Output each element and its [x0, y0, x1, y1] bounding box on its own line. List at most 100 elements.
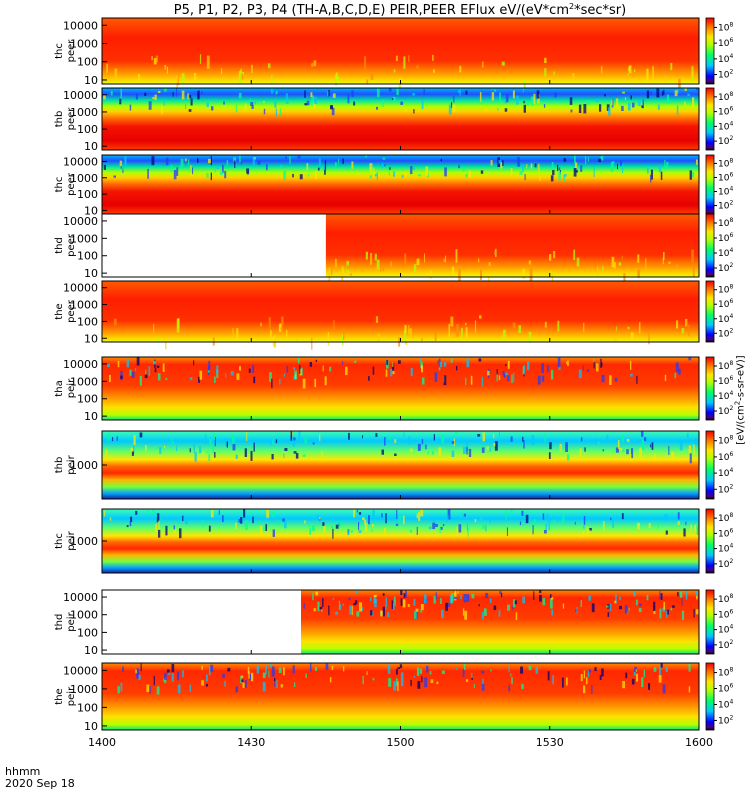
spectrogram-texture — [119, 160, 123, 167]
colorbar-tick-label: 106 — [718, 106, 733, 118]
panel-product-label: peer — [66, 233, 77, 257]
spectrogram-texture — [685, 521, 687, 526]
spectrogram-texture — [696, 88, 698, 91]
spectrogram-texture — [558, 171, 561, 181]
spectrogram-texture — [154, 367, 157, 373]
spectrogram-texture — [456, 667, 458, 670]
panel-probe-label: thd — [54, 614, 65, 631]
spectrogram-texture — [600, 156, 602, 159]
spectrogram-texture — [158, 520, 160, 530]
spectrogram-texture — [298, 431, 301, 439]
panel-probe-label: thc — [54, 43, 65, 59]
spectrogram-texture — [329, 366, 332, 372]
colorbar-tick-label: 102 — [718, 405, 733, 417]
spectrogram-texture — [518, 325, 521, 333]
spectrogram-texture — [413, 264, 417, 273]
spectrogram-texture — [244, 448, 247, 457]
colorbar-tick-label: 106 — [718, 375, 733, 387]
spectrogram-texture — [370, 529, 373, 532]
spectrogram-texture — [232, 444, 236, 451]
spectrogram-texture — [332, 93, 336, 98]
spectrogram-texture — [319, 434, 321, 442]
spectrogram-texture — [168, 672, 171, 675]
spectrogram-texture — [220, 171, 223, 175]
spectrogram-texture — [670, 607, 673, 611]
colorbar-tick-label: 102 — [718, 714, 733, 726]
spectrogram-texture — [463, 513, 466, 517]
spectrogram-texture — [279, 108, 282, 116]
spectrogram-texture — [582, 531, 585, 538]
y-tick-label: 1000 — [70, 299, 98, 312]
spectrogram-texture — [275, 91, 278, 95]
spectrogram-texture — [314, 378, 317, 388]
spectrogram-texture — [493, 433, 495, 439]
spectrogram-texture — [364, 56, 367, 70]
colorbar-tick-label: 106 — [718, 298, 733, 310]
spectrogram-texture — [458, 268, 461, 282]
spectrogram-texture — [324, 169, 326, 175]
spectrogram-texture — [624, 97, 627, 100]
spectrogram-texture — [677, 512, 680, 520]
spectrogram-texture — [114, 68, 118, 81]
colorbar-tick-label: 104 — [718, 390, 733, 402]
spectrogram-texture — [533, 519, 537, 525]
spectrogram-texture — [417, 680, 421, 689]
spectrogram-texture — [413, 167, 415, 170]
spectrogram-texture — [617, 163, 618, 169]
spectrogram-texture — [253, 376, 256, 384]
spectrogram-texture — [544, 433, 546, 442]
spectrogram-texture — [649, 91, 652, 96]
colorbar-tick-label: 108 — [718, 593, 733, 605]
spectrogram-texture — [293, 367, 296, 370]
spectrogram-texture — [500, 162, 503, 169]
spectrogram-texture — [653, 601, 656, 612]
spectrogram-texture — [410, 166, 413, 175]
spectrogram-texture — [657, 521, 659, 529]
spectrogram-texture — [450, 358, 453, 363]
spectrogram-texture — [199, 54, 202, 64]
colorbar-tick-label: 104 — [718, 543, 733, 555]
spectrogram-texture — [609, 603, 612, 611]
spectrogram-texture — [544, 57, 547, 63]
panel-3: 10 100 1000 10000 thc peer 102 104 106 108 — [54, 154, 733, 217]
spectrogram-texture — [235, 104, 238, 113]
x-axis-date: 2020 Sep 18 — [5, 777, 75, 790]
spectrogram-texture — [359, 602, 362, 612]
spectrogram-texture — [362, 435, 363, 439]
spectrogram-texture — [136, 668, 139, 679]
spectrogram-texture — [549, 254, 552, 261]
spectrogram-texture — [369, 175, 372, 179]
spectrogram-texture — [289, 156, 291, 164]
spectrogram-texture — [254, 101, 256, 105]
spectrogram-texture — [437, 360, 439, 364]
spectrogram-texture — [268, 670, 270, 678]
spectrogram-texture — [499, 92, 501, 103]
spectrogram-texture — [324, 160, 327, 170]
spectrogram-texture — [648, 330, 650, 345]
spectrogram-texture — [370, 253, 373, 265]
spectrogram-texture — [164, 88, 167, 92]
panel-product-label: peer — [66, 39, 77, 63]
spectrogram-texture — [106, 63, 109, 73]
spectrogram-texture — [678, 78, 681, 92]
spectrogram-texture — [544, 321, 547, 328]
spectrogram-texture — [240, 73, 244, 80]
spectrogram-texture — [551, 273, 554, 283]
spectrogram-texture — [639, 322, 641, 334]
spectrogram-texture — [512, 322, 516, 329]
spectrogram-texture — [388, 436, 391, 440]
spectrogram-texture — [209, 438, 212, 446]
y-tick-label: 10000 — [63, 358, 98, 371]
spectrogram-texture — [210, 156, 212, 166]
spectrogram-texture — [176, 75, 178, 88]
spectrogram-texture — [686, 432, 689, 438]
spectrogram-texture — [481, 670, 485, 674]
spectrogram-texture — [257, 160, 261, 165]
spectrogram-texture — [324, 376, 327, 386]
spectrogram-texture — [374, 174, 377, 177]
spectrogram-texture — [600, 66, 603, 74]
spectrogram-texture — [676, 264, 678, 268]
colorbar-tick-label: 106 — [718, 171, 733, 183]
spectrogram-texture — [263, 100, 265, 103]
spectrogram-texture — [214, 437, 216, 447]
